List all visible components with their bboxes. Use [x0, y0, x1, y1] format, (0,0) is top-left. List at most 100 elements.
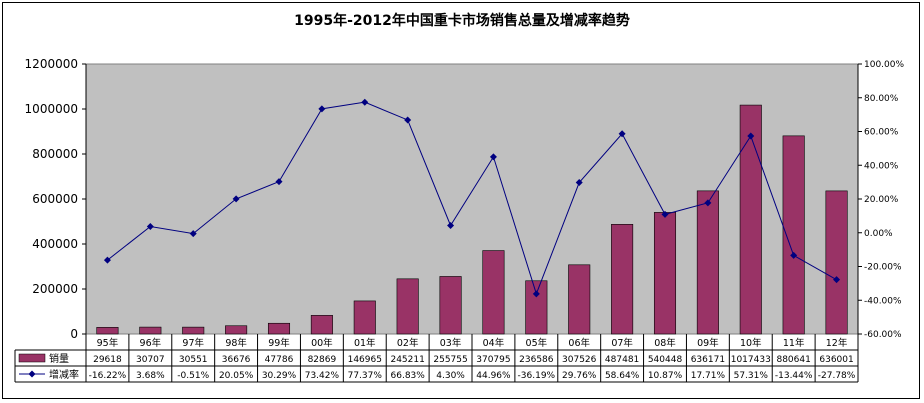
x-tick-label: 99年 — [268, 337, 290, 349]
data-label-rate: 3.68% — [136, 371, 165, 381]
data-label-rate: 30.29% — [262, 371, 297, 381]
data-label-sales: 370795 — [476, 355, 510, 365]
y-left-tick-label: 600000 — [32, 192, 78, 206]
x-tick-label: 03年 — [440, 337, 462, 349]
data-label-rate: 44.96% — [476, 371, 511, 381]
line-series — [107, 101, 837, 296]
y-right-tick-label: 20.00% — [864, 195, 899, 205]
data-label-sales: 540448 — [648, 355, 683, 365]
bar — [653, 212, 677, 335]
bar — [396, 278, 419, 335]
line-point-marker — [189, 230, 197, 238]
data-label-rate: -36.19% — [518, 371, 556, 381]
data-label-sales: 487481 — [605, 355, 639, 365]
legend-line-marker — [28, 370, 36, 378]
legend-line-label: 增减率 — [49, 368, 79, 381]
data-label-rate: 17.71% — [691, 371, 726, 381]
bar — [96, 327, 119, 335]
y-left-tick-label: 1000000 — [25, 102, 78, 116]
x-tick-label: 08年 — [654, 337, 676, 349]
x-tick-label: 95年 — [97, 337, 119, 349]
x-tick-label: 06年 — [568, 337, 590, 349]
bar — [139, 326, 162, 335]
bar — [696, 190, 719, 335]
data-label-rate: -27.78% — [818, 371, 856, 381]
bar — [182, 326, 205, 335]
data-label-rate: 10.87% — [648, 371, 683, 381]
data-label-sales: 307526 — [562, 355, 597, 365]
x-tick-label: 02年 — [397, 337, 419, 349]
data-label-sales: 146965 — [348, 355, 382, 365]
y-left-tick-label: 1200000 — [25, 57, 78, 71]
x-tick-label: 98年 — [225, 337, 247, 349]
data-label-sales: 30551 — [179, 355, 208, 365]
data-label-sales: 29618 — [93, 355, 122, 365]
data-label-sales: 245211 — [390, 355, 424, 365]
x-tick-label: 09年 — [697, 337, 719, 349]
y-right-tick-label: 60.00% — [864, 128, 899, 138]
line-point-marker — [618, 130, 626, 138]
data-label-rate: 20.05% — [219, 371, 254, 381]
line-point-marker — [146, 223, 154, 231]
chart-title: 1995年-2012年中国重卡市场销售总量及增减率趋势 — [294, 13, 630, 29]
x-tick-label: 11年 — [783, 337, 805, 349]
data-label-sales: 880641 — [776, 355, 810, 365]
data-label-sales: 236586 — [519, 355, 554, 365]
data-label-sales: 30707 — [136, 355, 165, 365]
legend-bar-label: 销量 — [49, 352, 69, 365]
y-right-tick-label: 80.00% — [864, 94, 899, 104]
bar — [310, 315, 333, 335]
bar — [739, 104, 762, 335]
data-label-sales: 82869 — [308, 355, 337, 365]
bar — [225, 325, 248, 335]
data-label-sales: 1017433 — [731, 355, 771, 365]
bar — [353, 300, 376, 335]
line-point-marker — [704, 199, 712, 207]
data-label-sales: 36676 — [222, 355, 251, 365]
data-label-rate: -0.51% — [177, 371, 209, 381]
x-tick-label: 01年 — [354, 337, 376, 349]
data-label-sales: 255755 — [433, 355, 467, 365]
data-label-rate: 73.42% — [305, 371, 340, 381]
y-left-tick-label: 200000 — [32, 282, 78, 296]
bar — [611, 224, 634, 335]
line-point-marker — [532, 290, 540, 298]
line-point-marker — [361, 98, 369, 106]
y-right-tick-label: 0.00% — [864, 229, 893, 239]
bar — [267, 322, 291, 335]
data-label-rate: 29.76% — [562, 371, 597, 381]
x-tick-label: 96年 — [140, 337, 162, 349]
line-point-marker — [404, 116, 412, 124]
data-label-rate: 4.30% — [436, 371, 465, 381]
x-tick-label: 97年 — [182, 337, 204, 349]
line-point-marker — [747, 132, 755, 140]
line-point-marker — [275, 178, 283, 186]
bar — [825, 190, 848, 335]
bar — [782, 135, 805, 335]
y-right-tick-label: 40.00% — [864, 161, 899, 171]
y-right-tick-label: -60.00% — [864, 330, 902, 340]
x-tick-label: 00年 — [311, 337, 333, 349]
line-point-marker — [232, 195, 240, 203]
legend-bar-key — [18, 353, 46, 363]
x-tick-label: 10年 — [740, 337, 762, 349]
y-left-tick-label: 800000 — [32, 147, 78, 161]
line-point-marker — [103, 256, 111, 264]
plot-area — [85, 63, 859, 335]
bar — [525, 280, 548, 335]
data-label-sales: 636001 — [819, 355, 853, 365]
line-point-marker — [833, 276, 841, 284]
line-point-marker — [575, 179, 583, 187]
data-label-sales: 47786 — [265, 355, 294, 365]
data-label-rate: 58.64% — [605, 371, 640, 381]
y-right-tick-label: -20.00% — [864, 263, 902, 273]
data-label-rate: 77.37% — [348, 371, 383, 381]
y-left-tick-label: 400000 — [32, 237, 78, 251]
x-tick-label: 12年 — [826, 337, 848, 349]
data-label-rate: 66.83% — [391, 371, 426, 381]
line-point-marker — [790, 251, 798, 259]
data-label-rate: 57.31% — [734, 371, 769, 381]
line-point-marker — [318, 105, 326, 113]
x-tick-label: 05年 — [526, 337, 548, 349]
